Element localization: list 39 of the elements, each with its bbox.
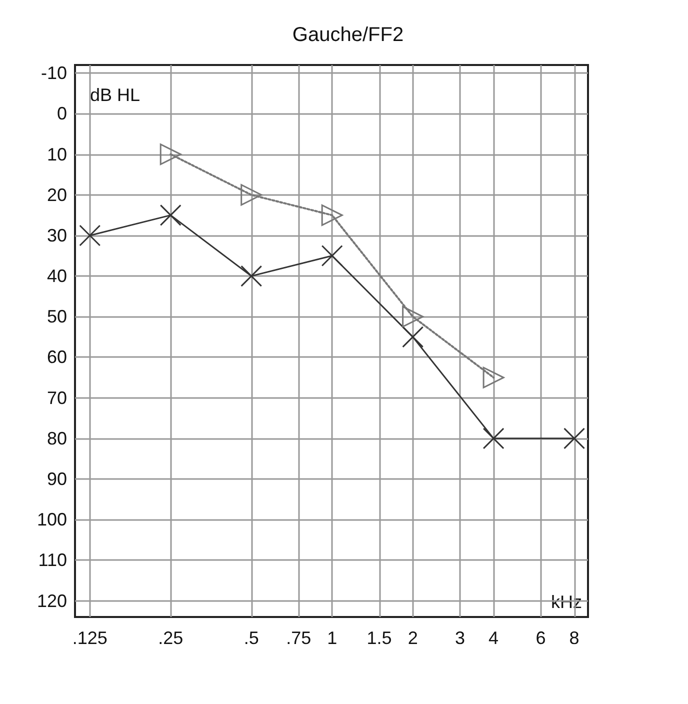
y-tick-label: 0 bbox=[56, 104, 67, 124]
x-tick-label: 8 bbox=[569, 628, 580, 648]
x-tick-label: .125 bbox=[72, 628, 108, 648]
x-tick-label: .25 bbox=[158, 628, 184, 648]
point bbox=[160, 204, 182, 226]
x-tick-label: 2 bbox=[408, 628, 418, 648]
point bbox=[321, 245, 343, 267]
point bbox=[402, 326, 424, 348]
y-tick-label: 10 bbox=[46, 144, 67, 164]
x-tick-label: 6 bbox=[536, 628, 546, 648]
x-tick-label: 4 bbox=[488, 628, 499, 648]
point bbox=[240, 265, 262, 287]
point bbox=[321, 204, 343, 226]
y-tick-label: 60 bbox=[46, 347, 67, 368]
x-tick-label: .75 bbox=[286, 628, 312, 648]
point bbox=[402, 306, 424, 328]
point bbox=[240, 184, 262, 206]
x-tick-label: 3 bbox=[455, 628, 466, 648]
y-tick-label: 70 bbox=[46, 388, 67, 408]
y-tick-label: 100 bbox=[36, 510, 67, 530]
chart-title: Gauche/FF2 bbox=[292, 24, 404, 46]
point bbox=[79, 224, 101, 246]
y-tick-label: 110 bbox=[38, 550, 67, 570]
y-tick-label: 80 bbox=[46, 428, 67, 448]
y-tick-label: 30 bbox=[46, 225, 67, 246]
y-tick-label: 20 bbox=[46, 184, 67, 205]
y-tick-label: 50 bbox=[46, 306, 67, 327]
point bbox=[160, 144, 182, 166]
y-tick-label: 40 bbox=[46, 266, 67, 286]
y-tick-label: 90 bbox=[46, 469, 67, 489]
point bbox=[564, 428, 586, 450]
point bbox=[482, 428, 504, 450]
y-axis-title: dB HL bbox=[90, 85, 140, 105]
x-tick-label: 1 bbox=[327, 628, 338, 648]
point bbox=[482, 366, 504, 388]
y-tick-label: -10 bbox=[40, 63, 67, 84]
x-tick-label: 1.5 bbox=[366, 628, 392, 648]
x-tick-label: .5 bbox=[244, 628, 259, 648]
y-tick-label: 120 bbox=[36, 590, 67, 611]
